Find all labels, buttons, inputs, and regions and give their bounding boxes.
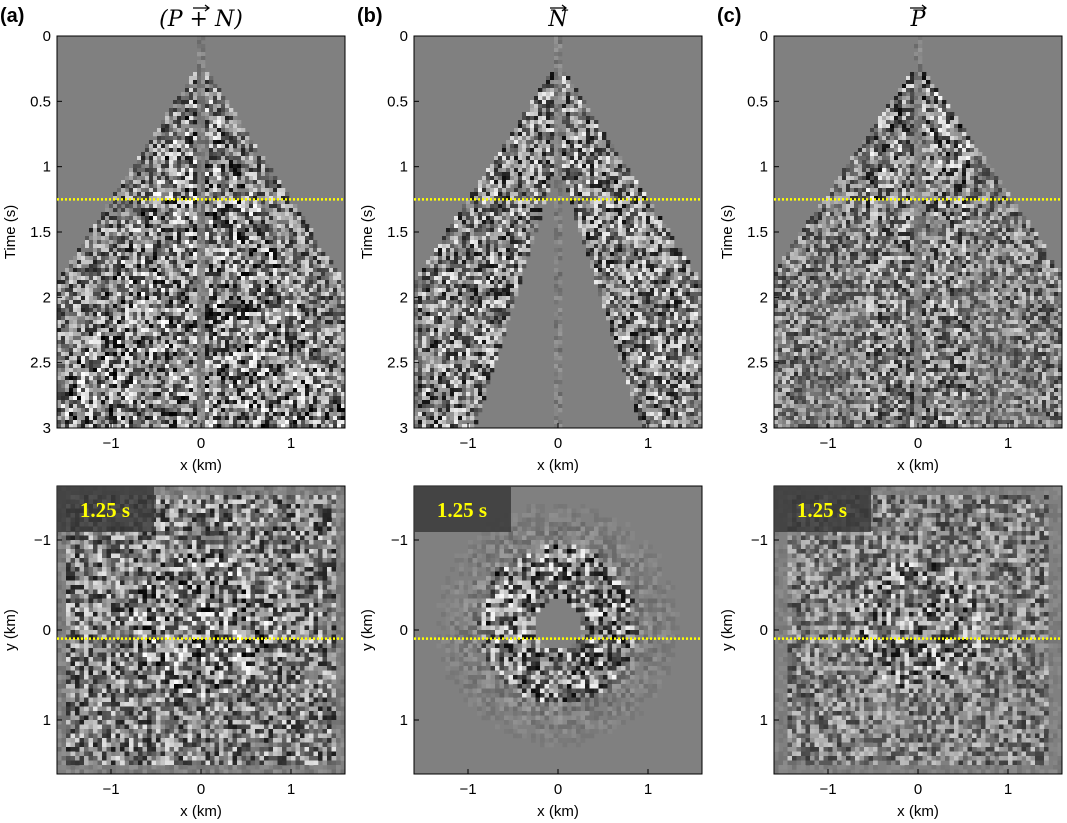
y-tick-label: 2 <box>400 289 408 306</box>
y-axis-label: y (km) <box>719 609 736 651</box>
x-axis-label: x (km) <box>180 803 222 820</box>
x-tick-label: −1 <box>819 781 836 798</box>
y-axis-label: Time (s) <box>719 205 736 259</box>
y-axis-label: y (km) <box>359 609 376 651</box>
x-tick-label: 0 <box>554 781 562 798</box>
x-tick-label: −1 <box>459 435 476 452</box>
y-tick-label: 0 <box>43 622 51 639</box>
x-tick-label: 1 <box>644 435 652 452</box>
y-tick-label: 1.5 <box>30 224 51 241</box>
y-axis-label: y (km) <box>2 609 19 651</box>
y-tick-label: 1 <box>760 712 768 729</box>
x-tick-label: 1 <box>1004 435 1012 452</box>
y-tick-label: −1 <box>391 532 408 549</box>
panel-c: (c) P 0 0.5 1 1.5 2 2.5 3 −1 0 1 x (km) Time (s) 1.25 … <box>717 5 1062 820</box>
y-tick-label: 0 <box>43 28 51 45</box>
y-tick-label: 1.5 <box>387 224 408 241</box>
x-tick-label: 1 <box>1004 781 1012 798</box>
x-tick-label: 0 <box>554 435 562 452</box>
time-badge-label: 1.25 s <box>80 498 130 522</box>
y-tick-label: 2.5 <box>387 355 408 372</box>
x-tick-label: −1 <box>819 435 836 452</box>
panel-letter: (b) <box>357 5 383 27</box>
x-tick-label: −1 <box>102 781 119 798</box>
panel-letter: (a) <box>0 5 24 27</box>
y-axis-label: Time (s) <box>2 205 19 259</box>
panel-a: (a) (P + N) 0 0.5 1 1.5 2 2.5 3 −1 0 1 x (km) Time (s… <box>0 5 345 820</box>
time-badge-label: 1.25 s <box>797 498 847 522</box>
x-tick-label: 1 <box>287 781 295 798</box>
time-badge-label: 1.25 s <box>437 498 487 522</box>
y-tick-label: −1 <box>751 532 768 549</box>
y-tick-label: 2 <box>43 289 51 306</box>
y-tick-label: 3 <box>43 420 51 437</box>
x-tick-label: 0 <box>197 435 205 452</box>
x-tick-label: −1 <box>459 781 476 798</box>
x-tick-label: −1 <box>102 435 119 452</box>
x-axis-label: x (km) <box>537 803 579 820</box>
panel-letter: (c) <box>717 5 741 27</box>
y-tick-label: 2 <box>760 289 768 306</box>
x-tick-label: 0 <box>197 781 205 798</box>
y-tick-label: 1 <box>760 159 768 176</box>
y-tick-label: 2.5 <box>747 355 768 372</box>
y-axis-label: Time (s) <box>359 205 376 259</box>
x-tick-label: 0 <box>914 435 922 452</box>
x-tick-label: 1 <box>287 435 295 452</box>
y-tick-label: 0.5 <box>747 93 768 110</box>
y-tick-label: 1.5 <box>747 224 768 241</box>
y-tick-label: −1 <box>34 532 51 549</box>
y-tick-label: 1 <box>43 159 51 176</box>
y-tick-label: 3 <box>760 420 768 437</box>
x-axis-label: x (km) <box>897 803 939 820</box>
y-tick-label: 3 <box>400 420 408 437</box>
y-tick-label: 0 <box>760 28 768 45</box>
panel-title: (P + N) <box>159 7 243 32</box>
panel-b: (b) N 0 0.5 1 1.5 2 2.5 3 −1 0 1 x (km) Time (s) 1.25 … <box>357 5 702 820</box>
y-tick-label: 1 <box>400 712 408 729</box>
y-tick-label: 2.5 <box>30 355 51 372</box>
y-tick-label: 0.5 <box>30 93 51 110</box>
y-tick-label: 0 <box>400 622 408 639</box>
x-axis-label: x (km) <box>180 457 222 474</box>
y-tick-label: 1 <box>43 712 51 729</box>
y-tick-label: 0.5 <box>387 93 408 110</box>
y-tick-label: 0 <box>760 622 768 639</box>
y-tick-label: 1 <box>400 159 408 176</box>
x-tick-label: 0 <box>914 781 922 798</box>
x-axis-label: x (km) <box>537 457 579 474</box>
x-tick-label: 1 <box>644 781 652 798</box>
x-axis-label: x (km) <box>897 457 939 474</box>
panel-title: N <box>547 7 568 32</box>
y-tick-label: 0 <box>400 28 408 45</box>
panel-title: P <box>910 7 927 32</box>
